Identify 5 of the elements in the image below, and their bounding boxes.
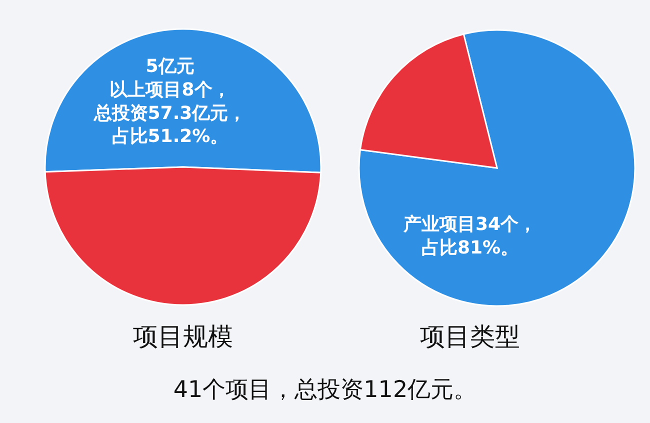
- text: 项目类型: [420, 322, 520, 351]
- text: 项目规模: [133, 322, 233, 351]
- data-label: 产业项目34个，占比81%。: [402, 214, 537, 258]
- text: 41个项目，总投资112亿元。: [173, 377, 477, 403]
- data-label: 5亿元以上项目8个，总投资57.3亿元，占比51.2%。: [92, 56, 246, 148]
